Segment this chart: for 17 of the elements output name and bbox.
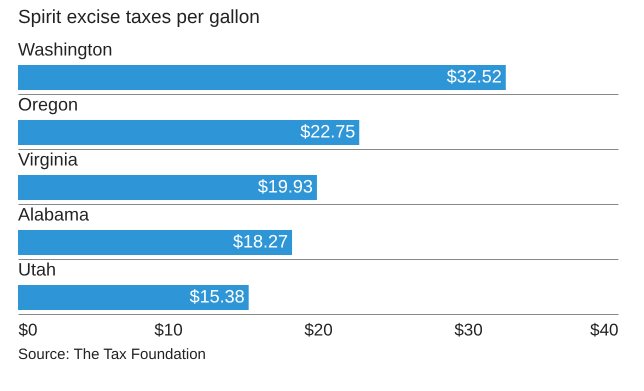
x-tick-label: $40 <box>590 320 618 340</box>
chart-title: Spirit excise taxes per gallon <box>18 7 260 28</box>
data-label: $18.27 <box>232 232 288 252</box>
source-note: Source: The Tax Foundation <box>18 346 206 363</box>
x-tick-label: $20 <box>304 320 333 340</box>
data-label: $15.38 <box>190 286 245 306</box>
data-label: $22.75 <box>300 122 356 142</box>
y-tick-label: Alabama <box>18 204 90 224</box>
y-tick-label: Oregon <box>18 94 78 114</box>
y-tick-label: Washington <box>18 40 112 60</box>
x-tick-label: $10 <box>154 320 183 340</box>
y-tick-label: Virginia <box>18 150 79 170</box>
x-tick-label: $30 <box>454 320 483 340</box>
data-label: $19.93 <box>258 176 313 196</box>
x-tick-label: $0 <box>18 320 38 340</box>
y-tick-label: Utah <box>18 260 56 280</box>
data-label: $32.52 <box>446 66 502 86</box>
